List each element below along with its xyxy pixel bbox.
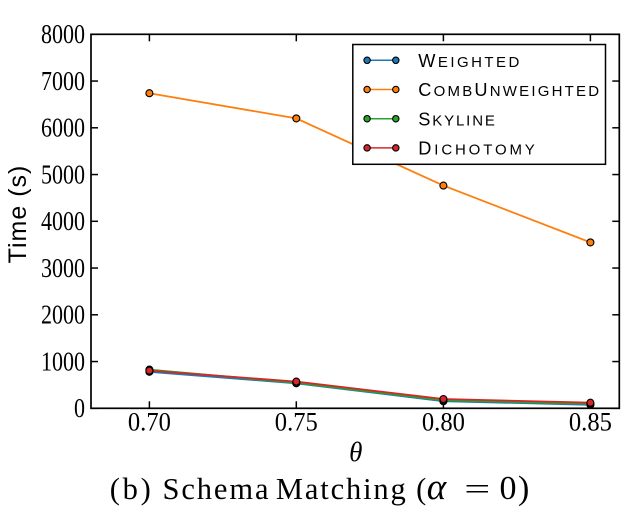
svg-text:2000: 2000 — [41, 300, 85, 330]
svg-text:7000: 7000 — [41, 66, 85, 96]
svg-text:θ: θ — [349, 437, 362, 467]
svg-text:5000: 5000 — [41, 159, 85, 189]
svg-text:0.70: 0.70 — [128, 408, 171, 437]
svg-text:0.85: 0.85 — [569, 408, 612, 437]
svg-text:COMBUNWEIGHTED: COMBUNWEIGHTED — [418, 80, 601, 100]
svg-text:6000: 6000 — [41, 113, 85, 143]
svg-text:0.75: 0.75 — [275, 408, 318, 437]
svg-text:0.80: 0.80 — [422, 408, 465, 437]
svg-text:8000: 8000 — [41, 19, 85, 49]
svg-text:1000: 1000 — [41, 346, 85, 376]
svg-text:0): 0) — [500, 470, 531, 507]
svg-text:DICHOTOMY: DICHOTOMY — [418, 139, 537, 159]
svg-text:0: 0 — [74, 393, 85, 423]
svg-text:SKYLINE: SKYLINE — [418, 109, 496, 129]
svg-text:Time (s): Time (s) — [4, 165, 32, 264]
svg-text:4000: 4000 — [41, 206, 85, 236]
svg-text:WEIGHTED: WEIGHTED — [418, 51, 521, 71]
svg-text:3000: 3000 — [41, 253, 85, 283]
svg-text:=: = — [464, 472, 490, 506]
